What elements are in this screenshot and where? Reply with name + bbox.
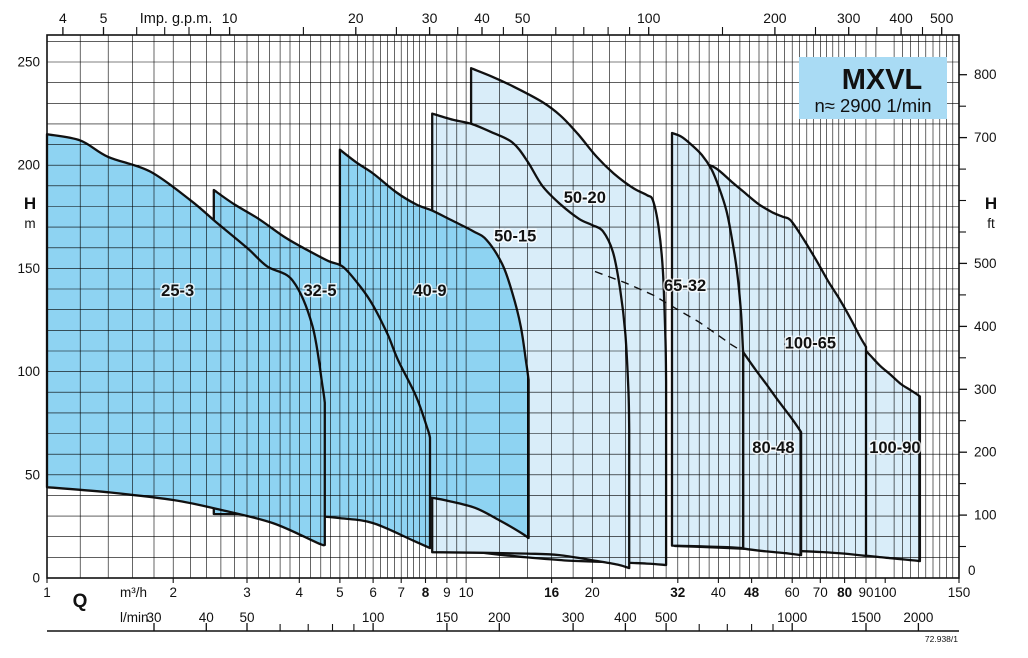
left-label-250m: 250 (17, 55, 40, 70)
top-label-200gpm: 200 (763, 10, 787, 26)
plot-border (46, 34, 960, 579)
bottom-label-32m3h: 32 (670, 585, 685, 600)
lmin-label-400: 400 (614, 610, 637, 625)
left-label-50m: 50 (25, 467, 40, 482)
bottom-label-100m3h: 100 (874, 585, 897, 600)
lmin-label-1000: 1000 (777, 610, 807, 625)
flow-axis-unit-lmin: l/min (120, 610, 149, 625)
bottom-label-7m3h: 7 (397, 585, 405, 600)
title-box-background (799, 57, 947, 119)
right-label-500ft: 500 (974, 256, 997, 271)
right-label-800ft: 800 (974, 67, 997, 82)
bottom-label-4m3h: 4 (296, 585, 304, 600)
bottom-label-5m3h: 5 (336, 585, 344, 600)
left-label-0m: 0 (32, 571, 40, 586)
series-title: MXVL (842, 64, 923, 96)
lmin-label-2000: 2000 (903, 610, 933, 625)
top-label-4gpm: 4 (59, 10, 67, 26)
top-label-20gpm: 20 (348, 10, 364, 26)
family-label-65-32: 65-32 (664, 277, 706, 295)
speed-subtitle: n≈ 2900 1/min (814, 95, 931, 116)
bottom-label-20m3h: 20 (585, 585, 600, 600)
bottom-label-10m3h: 10 (459, 585, 474, 600)
bottom-label-80m3h: 80 (837, 585, 852, 600)
top-label-40gpm: 40 (474, 10, 490, 26)
top-axis-unit-label: Imp. g.p.m. (140, 11, 213, 27)
bottom-label-9m3h: 9 (443, 585, 451, 600)
family-label-50-15: 50-15 (494, 227, 536, 245)
annotations: 100-90 100-65 80-48 65-32 50-20 50-15 40-9 32-5… (160, 188, 922, 459)
left-label-100m: 100 (17, 364, 40, 379)
bottom-label-70m3h: 70 (813, 585, 828, 600)
family-label-100-90: 100-90 (869, 439, 920, 457)
family-label-40-9: 40-9 (413, 282, 446, 300)
flow-axis-unit-m3h: m³/h (120, 585, 147, 600)
family-label-100-65: 100-65 (785, 335, 836, 353)
top-label-300gpm: 300 (837, 10, 861, 26)
right-label-700ft: 700 (974, 130, 997, 145)
axis-ticks-and-numbers: 4 5 10 20 30 40 50 100 200 300 400 5002502001501005… (17, 10, 997, 632)
top-label-10gpm: 10 (222, 10, 238, 26)
top-label-400gpm: 400 (889, 10, 913, 26)
bottom-label-150m3h: 150 (948, 585, 971, 600)
lmin-label-500: 500 (655, 610, 678, 625)
left-label-150m: 150 (17, 261, 40, 276)
bottom-label-40m3h: 40 (711, 585, 726, 600)
bottom-label-60m3h: 60 (785, 585, 800, 600)
pump-envelope-25-3 (45, 133, 326, 547)
right-label-400ft: 400 (974, 319, 997, 334)
right-axis-zero: 0 (968, 563, 976, 578)
left-axis-unit: m (24, 216, 35, 231)
left-label-200m: 200 (17, 158, 40, 173)
family-label-25-3: 25-3 (161, 282, 194, 300)
right-axis-unit: ft (987, 216, 995, 231)
family-label-32-5: 32-5 (303, 282, 336, 300)
lmin-label-300: 300 (562, 610, 585, 625)
bottom-label-90m3h: 90 (858, 585, 873, 600)
drawing-code: 72.938/1 (925, 634, 958, 644)
dashed-guide-line (594, 270, 744, 353)
bottom-label-16m3h: 16 (544, 585, 560, 600)
top-label-5gpm: 5 (100, 10, 108, 26)
bottom-label-2m3h: 2 (169, 585, 177, 600)
left-axis-letter: H (24, 194, 36, 213)
bottom-label-48m3h: 48 (744, 585, 760, 600)
lmin-label-50: 50 (239, 610, 254, 625)
top-label-100gpm: 100 (637, 10, 661, 26)
right-label-200ft: 200 (974, 445, 997, 460)
bottom-label-8m3h: 8 (422, 585, 430, 600)
lmin-label-40: 40 (199, 610, 214, 625)
family-label-50-20: 50-20 (564, 189, 606, 207)
bottom-label-1m3h: 1 (43, 585, 51, 600)
grid-lines (46, 35, 960, 578)
lmin-label-150: 150 (436, 610, 459, 625)
flow-axis-letter: Q (73, 591, 88, 612)
bottom-label-6m3h: 6 (369, 585, 377, 600)
lmin-label-100: 100 (362, 610, 385, 625)
family-envelopes (45, 67, 922, 570)
family-label-80-48: 80-48 (752, 439, 794, 457)
top-label-500gpm: 500 (930, 10, 954, 26)
right-label-300ft: 300 (974, 382, 997, 397)
right-label-100ft: 100 (974, 508, 997, 523)
bottom-label-3m3h: 3 (243, 585, 251, 600)
lmin-label-200: 200 (488, 610, 511, 625)
right-axis-letter: H (985, 194, 997, 213)
lmin-label-1500: 1500 (851, 610, 881, 625)
title-box: MXVL n≈ 2900 1/min (799, 57, 947, 119)
top-label-50gpm: 50 (515, 10, 531, 26)
lmin-label-30: 30 (146, 610, 161, 625)
top-label-30gpm: 30 (422, 10, 438, 26)
